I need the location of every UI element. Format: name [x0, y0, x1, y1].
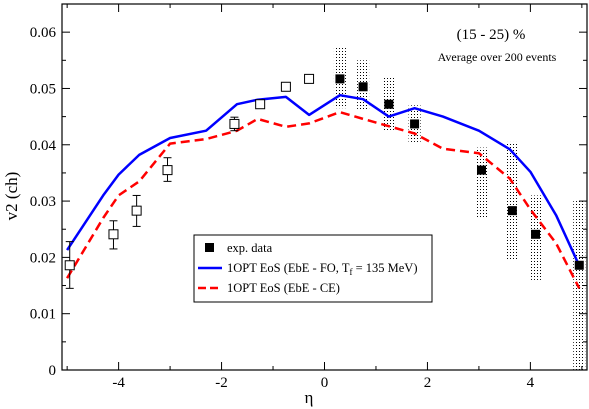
x-tick-label: 4: [527, 375, 535, 391]
y-tick-label: 0.04: [30, 138, 57, 154]
x-tick-label: 0: [321, 375, 329, 391]
model-curves: [66, 93, 581, 289]
data-point-open: [64, 260, 75, 271]
data-point-filled: [531, 229, 541, 239]
legend-marker-exp-data: [205, 243, 214, 252]
legend-label-fo: 1OPT EoS (EbE - FO, Tf = 135 MeV): [227, 261, 418, 277]
legend-label-ce: 1OPT EoS (EbE - CE): [227, 281, 340, 295]
data-point-open: [229, 118, 240, 129]
legend-label-exp-data: exp. data: [227, 241, 273, 255]
data-point-open: [162, 165, 173, 176]
fo-curve: [66, 93, 581, 267]
data-point-filled: [476, 165, 486, 175]
y-tick-label: 0.03: [30, 194, 56, 210]
centrality-annotation: (15 - 25) %: [457, 27, 526, 43]
ce-curve: [66, 110, 581, 289]
y-tick-label: 0: [49, 363, 57, 379]
x-tick-label: -4: [112, 375, 125, 391]
legend-label-fo-sub: f: [349, 267, 352, 277]
y-tick-label: 0.06: [30, 25, 57, 41]
axis-ticks: -4 -2 0 2 4 0 0.01 0.02 0.03 0.04 0.05 0.06: [30, 3, 587, 391]
data-point-open: [108, 229, 119, 240]
data-point-filled: [507, 206, 517, 216]
x-axis-label: η: [305, 388, 314, 407]
data-point-open: [131, 205, 142, 216]
data-point-open: [304, 73, 315, 84]
data-point-filled: [335, 74, 345, 84]
data-point-filled: [574, 260, 584, 270]
data-points: [64, 73, 584, 289]
systematic-bands: [333, 46, 586, 370]
legend-label-fo-suffix: = 135 MeV): [352, 261, 417, 275]
y-tick-label: 0.02: [30, 250, 56, 266]
legend-box: [193, 234, 433, 303]
legend: exp. data 1OPT EoS (EbE - FO, Tf = 135 M…: [193, 234, 433, 303]
data-point-open: [280, 81, 291, 92]
y-tick-label: 0.05: [30, 81, 56, 97]
systematic-error-band: [506, 141, 519, 261]
y-axis-label: v2 (ch): [2, 172, 21, 221]
data-point-filled: [410, 119, 420, 129]
legend-label-fo-main: 1OPT EoS (EbE - FO, T: [227, 261, 350, 275]
systematic-error-band: [573, 201, 586, 370]
data-point-open: [255, 99, 266, 110]
x-tick-label: 2: [424, 375, 432, 391]
y-tick-label: 0.01: [30, 307, 56, 323]
systematic-error-band: [475, 147, 488, 218]
data-point-filled: [384, 99, 394, 109]
x-tick-label: -2: [215, 375, 228, 391]
data-point-filled: [358, 82, 368, 92]
average-annotation: Average over 200 events: [438, 50, 557, 64]
